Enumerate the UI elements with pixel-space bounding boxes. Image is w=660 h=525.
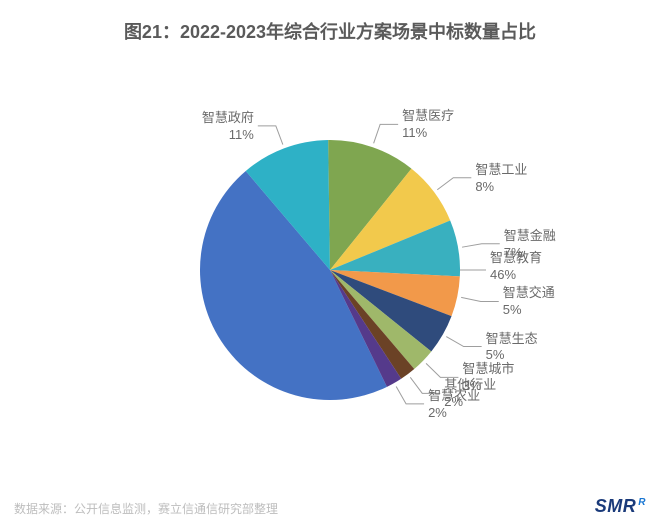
chart-area: 智慧教育46%智慧政府11%智慧医疗11%智慧工业8%智慧金融7%智慧交通5%智… [0, 50, 660, 480]
slice-name-1: 智慧政府 [202, 110, 254, 125]
slice-pct-4: 7% [504, 245, 556, 262]
slice-name-3: 智慧工业 [475, 162, 527, 177]
pie-chart [200, 140, 460, 400]
logo-badge: R [638, 497, 646, 508]
slice-name-5: 智慧交通 [503, 285, 555, 300]
footer: 数据来源：公开信息监测，赛立信通信研究部整理 SMRR [0, 496, 660, 517]
slice-pct-9: 2% [428, 405, 480, 422]
slice-label-5: 智慧交通 5% [503, 285, 555, 319]
slice-name-7: 智慧城市 [462, 361, 514, 376]
logo: SMRR [595, 496, 646, 517]
slice-pct-5: 5% [503, 302, 555, 319]
slice-name-6: 智慧生态 [486, 331, 538, 346]
slice-pct-3: 8% [475, 179, 527, 196]
data-source-text: 数据来源：公开信息监测，赛立信通信研究部整理 [14, 500, 278, 517]
leader-4 [462, 244, 500, 247]
slice-label-3: 智慧工业 8% [475, 162, 527, 196]
slice-name-9: 智慧农业 [428, 388, 480, 403]
slice-label-4: 智慧金融 7% [504, 228, 556, 262]
slice-label-9: 智慧农业 2% [428, 388, 480, 422]
slice-pct-2: 11% [402, 125, 454, 142]
slice-name-2: 智慧医疗 [402, 108, 454, 123]
slice-label-6: 智慧生态5% [486, 331, 538, 365]
leader-5 [461, 297, 499, 301]
slice-name-4: 智慧金融 [504, 228, 556, 243]
slice-pct-1: 11% [202, 127, 254, 144]
pie-wrap [200, 140, 460, 400]
logo-text: SMR [595, 496, 637, 516]
chart-title: 图21：2022-2023年综合行业方案场景中标数量占比 [0, 0, 660, 44]
slice-label-1: 智慧政府 11% [202, 110, 254, 144]
slice-label-2: 智慧医疗 11% [402, 108, 454, 142]
